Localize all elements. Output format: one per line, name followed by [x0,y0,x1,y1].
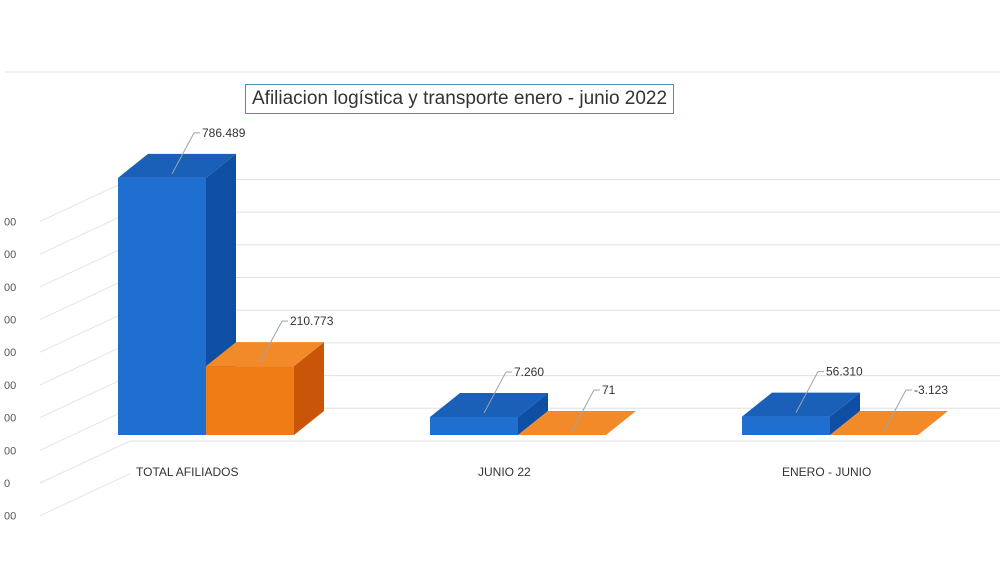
data-label: 786.489 [202,126,246,140]
bar-top [118,153,236,178]
data-label: 7.260 [514,365,544,379]
data-label: -3.123 [914,383,948,397]
bar-front [206,366,294,435]
y-tick-label: 00 [4,413,16,425]
y-tick-label: 00 [4,445,16,457]
y-tick-label: 00 [4,380,16,392]
wall-gridline [39,211,131,255]
wall-gridline [39,244,131,288]
bar-top [206,342,324,367]
data-label-leader [883,389,907,432]
wall-gridline [39,473,131,517]
wall-gridline [39,440,131,484]
data-label-leader [171,132,195,175]
y-tick-label: 0 [4,478,10,490]
data-label: 210.773 [290,314,334,328]
wall-gridline [39,342,131,386]
bar-top [830,411,948,435]
bar-side [518,393,548,435]
bar-side [294,342,324,435]
wall-gridline [39,375,131,419]
x-category-label: TOTAL AFILIADOS [136,465,238,479]
bar-front [430,417,518,435]
y-tick-label: 00 [4,347,16,359]
data-label: 71 [602,383,616,397]
chart-title: Afiliacion logística y transporte enero … [245,84,675,114]
data-label: 56.310 [826,365,863,379]
wall-gridline [39,309,131,353]
data-label-leader [483,371,507,414]
x-category-label: ENERO - JUNIO [782,465,871,479]
data-label-leader [795,371,819,413]
x-category-label: JUNIO 22 [478,465,531,479]
wall-gridline [39,179,131,222]
bar-front [742,416,830,435]
wall-gridline [39,407,131,451]
y-tick-label: 00 [4,249,16,261]
y-tick-label: 00 [4,511,16,523]
bar-side [830,392,860,435]
y-tick-label: 00 [4,282,16,294]
y-tick-label: 00 [4,216,16,228]
y-tick-label: 00 [4,315,16,327]
data-label-leader [259,320,283,363]
bar-front [118,177,206,435]
bar-top [742,392,860,417]
wall-gridline [39,277,131,320]
data-label-leader [571,389,595,432]
bar-top [518,411,636,435]
bar-top [430,393,548,417]
